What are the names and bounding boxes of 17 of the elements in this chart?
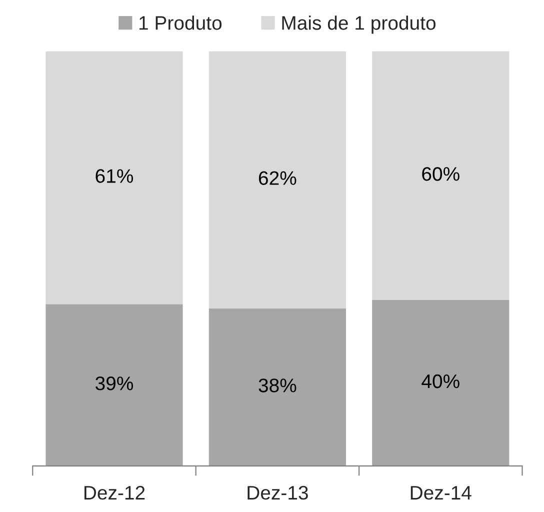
bar — [208, 308, 346, 466]
data-label: 39% — [96, 376, 134, 390]
data-label: 62% — [258, 171, 296, 185]
legend-label: Mais de 1 produto — [282, 16, 436, 34]
data-label: 61% — [96, 169, 134, 183]
bar — [46, 51, 183, 304]
bar — [208, 51, 346, 308]
bar — [372, 51, 510, 300]
x-tick-label: Dez-12 — [84, 486, 145, 500]
x-tick-label: Dez-14 — [410, 486, 472, 500]
data-label: 60% — [422, 167, 460, 181]
bar — [372, 300, 510, 466]
x-tick-label: Dez-13 — [248, 486, 308, 500]
data-label: 40% — [422, 374, 460, 388]
legend-label: 1 Produto — [140, 16, 222, 30]
data-label: 38% — [258, 378, 296, 392]
bar — [46, 304, 183, 466]
